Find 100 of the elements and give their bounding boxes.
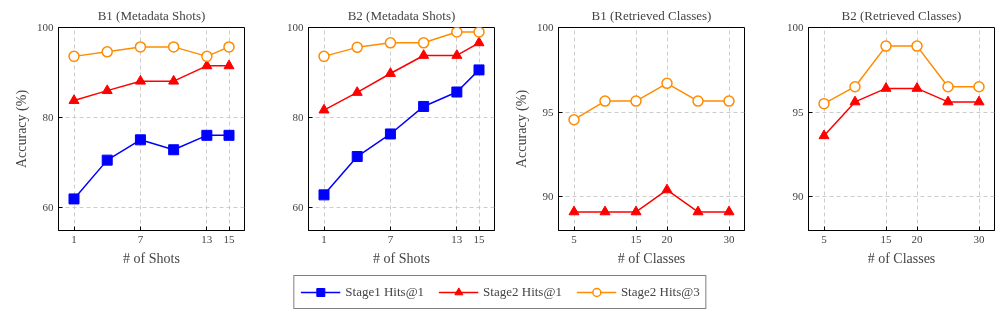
point	[818, 97, 830, 110]
y-tick-label: 90	[792, 190, 804, 203]
x-tick-label: 20	[661, 232, 673, 245]
point	[134, 74, 146, 85]
point	[68, 193, 80, 205]
point	[451, 49, 463, 59]
point	[473, 27, 485, 38]
chart-title: B1 (Metadata Shots)	[97, 7, 206, 23]
point	[692, 95, 704, 107]
point	[318, 103, 330, 114]
point	[318, 189, 330, 201]
point	[168, 144, 180, 156]
y-axis-title: Accuracy (%)	[514, 89, 530, 169]
point	[134, 41, 147, 53]
point	[473, 64, 485, 76]
point	[451, 86, 463, 98]
legend-label: Stage2 Hits@3	[620, 284, 700, 300]
x-tick-label: 30	[973, 232, 985, 245]
point	[911, 82, 923, 92]
point	[451, 27, 463, 38]
point	[723, 205, 735, 216]
point	[568, 113, 580, 126]
x-axis-title: # of Shots	[373, 250, 430, 266]
y-tick-label: 80	[292, 111, 304, 124]
y-tick-label: 100	[787, 21, 804, 33]
point	[973, 80, 985, 93]
y-tick-label: 100	[287, 21, 304, 33]
x-tick-label: 7	[387, 232, 394, 245]
x-tick-label: 5	[571, 232, 578, 245]
x-axis-title: # of Classes	[867, 250, 936, 266]
x-tick-label: 1	[321, 232, 327, 245]
point	[384, 128, 396, 140]
y-tick-label: 95	[792, 105, 804, 118]
y-axis-title: Accuracy (%)	[14, 89, 30, 169]
chart-title: B2 (Retrieved Classes)	[841, 7, 962, 23]
point	[942, 80, 954, 93]
point	[223, 129, 235, 141]
legend-label: Stage1 Hits@1	[345, 284, 425, 300]
x-tick-label: 1	[71, 232, 77, 245]
point	[318, 50, 330, 63]
x-tick-label: 15	[473, 232, 485, 245]
point	[384, 37, 397, 49]
point	[599, 205, 611, 216]
chart-title: B1 (Retrieved Classes)	[591, 7, 712, 23]
point	[101, 84, 113, 95]
y-tick-label: 60	[292, 201, 304, 214]
point	[849, 80, 861, 93]
point	[351, 41, 363, 54]
y-tick-label: 95	[542, 105, 554, 118]
point	[661, 77, 673, 90]
x-tick-label: 7	[137, 232, 144, 245]
point	[223, 59, 235, 70]
point	[418, 49, 430, 59]
x-axis-title: # of Shots	[123, 250, 180, 266]
point	[201, 50, 213, 63]
x-tick-label: 15	[630, 232, 642, 245]
x-tick-label: 13	[201, 232, 213, 245]
point	[661, 183, 673, 194]
y-tick-label: 100	[37, 21, 54, 33]
point	[880, 40, 892, 52]
point	[201, 129, 213, 141]
point	[351, 86, 363, 96]
point	[417, 37, 430, 49]
point	[818, 129, 830, 140]
point	[599, 95, 611, 107]
point	[692, 205, 704, 216]
y-tick-label: 90	[542, 190, 554, 203]
point	[101, 154, 113, 166]
point	[384, 67, 396, 77]
point	[473, 36, 485, 47]
point	[723, 95, 735, 107]
x-tick-label: 15	[223, 232, 235, 245]
y-tick-label: 100	[537, 21, 554, 33]
point	[68, 94, 80, 104]
point	[134, 134, 146, 146]
x-tick-label: 30	[723, 232, 735, 245]
point	[418, 100, 430, 112]
point	[973, 95, 985, 106]
point	[68, 50, 80, 63]
point	[167, 41, 180, 53]
point	[351, 151, 363, 163]
point	[168, 74, 180, 85]
point	[911, 40, 923, 52]
x-axis-title: # of Classes	[617, 250, 686, 266]
x-tick-label: 20	[911, 232, 923, 245]
y-tick-label: 60	[42, 201, 54, 214]
point	[849, 95, 861, 106]
x-tick-label: 13	[451, 232, 463, 245]
point	[223, 41, 235, 53]
point	[630, 205, 642, 216]
point	[101, 46, 113, 58]
y-tick-label: 80	[42, 111, 54, 124]
chart-title: B2 (Metadata Shots)	[347, 7, 456, 23]
x-tick-label: 5	[821, 232, 828, 245]
point	[568, 205, 580, 216]
x-tick-label: 15	[880, 232, 892, 245]
point	[942, 95, 954, 106]
point	[880, 82, 892, 92]
legend-label: Stage2 Hits@1	[483, 284, 562, 300]
point	[630, 95, 642, 107]
